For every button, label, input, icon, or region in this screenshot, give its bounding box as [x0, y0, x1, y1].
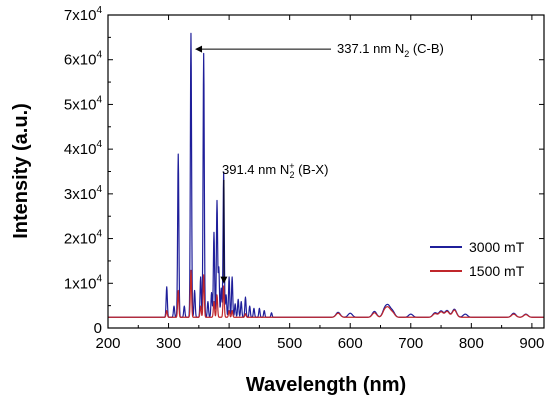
annotation-tail: (B-X)	[294, 162, 328, 177]
x-tick-label: 900	[519, 335, 544, 352]
x-tick-label: 600	[338, 335, 363, 352]
y-tick-label: 3x104	[64, 184, 103, 203]
y-tick-exponent: 4	[96, 5, 102, 16]
series-layer	[107, 32, 545, 318]
x-tick-label: 300	[156, 335, 181, 352]
plot-area: 200 300 400 500 600 700 800 900 01x1042x1043x10…	[64, 5, 545, 352]
annotation-sub: 2	[404, 49, 409, 59]
annotation-arrow-head	[195, 45, 203, 53]
annotation-label: 337.1 nm N2 (C-B)	[337, 41, 444, 59]
y-tick-exponent: 4	[96, 229, 102, 240]
y-tick-exponent: 4	[96, 94, 102, 105]
y-tick-label: 1x104	[64, 273, 103, 292]
x-tick-label: 500	[277, 335, 302, 352]
legend-label: 3000 mT	[469, 239, 525, 255]
y-tick-mantissa: 3x10	[64, 186, 97, 203]
annotations: 337.1 nm N2 (C-B)391.4 nm N+ 2 (B-X)	[195, 41, 444, 284]
annotation-tail: (C-B)	[409, 41, 444, 56]
y-tick-label: 4x104	[64, 139, 103, 158]
x-tick-label: 800	[459, 335, 484, 352]
y-tick-mantissa: 6x10	[64, 52, 97, 69]
x-axis-title: Wavelength (nm)	[246, 374, 406, 396]
annotation-sub: 2	[289, 170, 294, 180]
y-tick-exponent: 4	[96, 50, 102, 61]
y-tick-exponent: 4	[96, 273, 102, 284]
annotation-arrow-head	[220, 276, 228, 284]
y-tick-label: 6x104	[64, 50, 103, 69]
y-tick-mantissa: 0	[94, 320, 102, 337]
annotation-sup: +	[289, 161, 294, 171]
y-axis-title: Intensity (a.u.)	[10, 103, 32, 239]
annotation-text: 337.1 nm N	[337, 41, 404, 56]
y-tick-label: 0	[94, 320, 102, 337]
y-tick-mantissa: 2x10	[64, 231, 97, 248]
x-tick-label: 700	[398, 335, 423, 352]
y-tick-mantissa: 7x10	[64, 7, 97, 24]
annotation-label: 391.4 nm N+ 2 (B-X)	[222, 161, 328, 180]
x-tick-label: 200	[95, 335, 120, 352]
y-tick-mantissa: 1x10	[64, 275, 97, 292]
legend: 3000 mT 1500 mT	[430, 239, 525, 279]
y-tick-label: 7x104	[64, 5, 103, 24]
series-line-1500-mT	[107, 269, 545, 318]
annotation-text: 391.4 nm N	[222, 162, 289, 177]
y-tick-mantissa: 5x10	[64, 96, 97, 113]
y-tick-exponent: 4	[96, 139, 102, 150]
y-tick-label: 2x104	[64, 229, 103, 248]
y-tick-mantissa: 4x10	[64, 141, 97, 158]
legend-label: 1500 mT	[469, 263, 525, 279]
y-tick-exponent: 4	[96, 184, 102, 195]
y-tick-label: 5x104	[64, 94, 103, 113]
x-axis-ticks: 200 300 400 500 600 700 800 900	[95, 15, 544, 352]
x-tick-label: 400	[217, 335, 242, 352]
